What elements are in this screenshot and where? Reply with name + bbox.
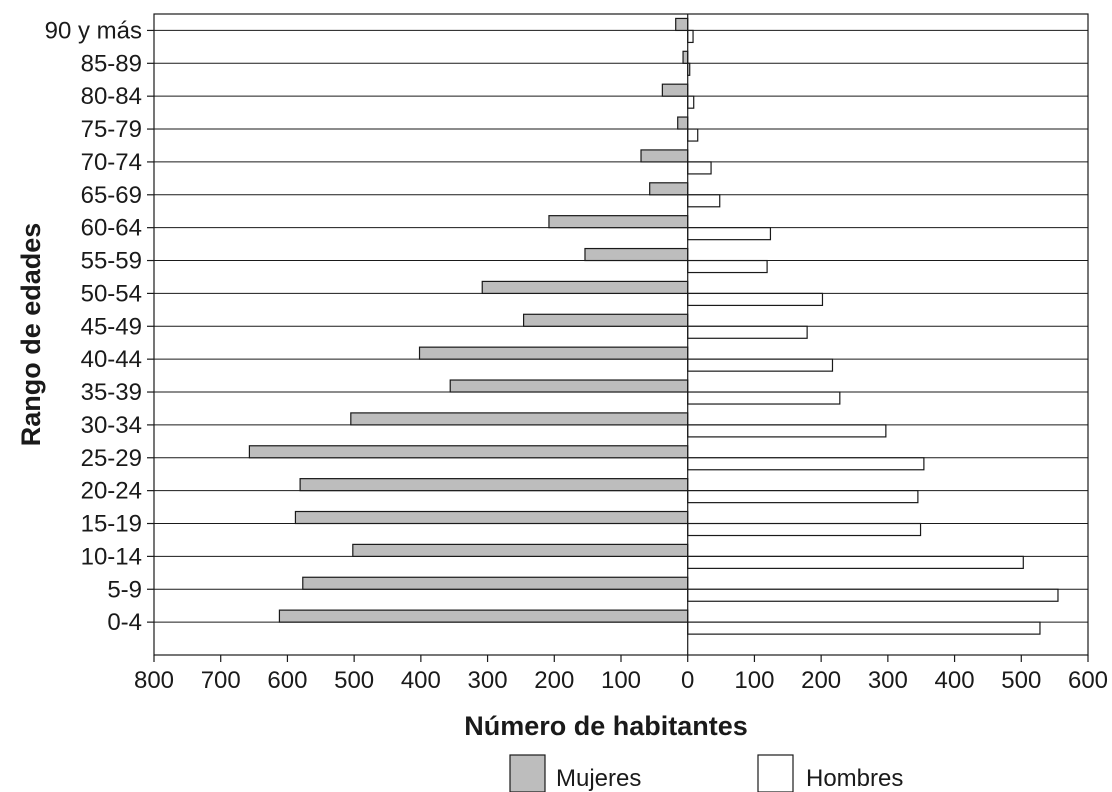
y-tick-label-75-79: 75-79 [81,116,142,143]
y-tick-label-10-14: 10-14 [81,543,142,570]
x-tick-label: 600 [1068,667,1108,694]
x-tick-label: 100 [734,667,774,694]
x-tick-label: 100 [601,667,641,694]
x-tick-label: 500 [334,667,374,694]
y-tick-label-85-89: 85-89 [81,50,142,77]
bar-hombres-35-39 [687,391,841,405]
bar-hombres-45-49 [687,325,808,339]
bar-hombres-90-y-mas [687,29,694,44]
x-axis-title: Número de habitantes [464,711,748,741]
bar-mujeres-50-54 [481,280,689,295]
y-tick-label-15-19: 15-19 [81,511,142,538]
bar-hombres-15-19 [687,522,922,537]
y-tick-label-30-34: 30-34 [81,412,142,439]
x-tick-label: 400 [935,667,975,694]
y-tick-label-20-24: 20-24 [81,478,142,505]
y-tick-label-40-44: 40-44 [81,346,142,373]
bar-hombres-25-29 [687,457,925,471]
x-tick-label: 400 [401,667,441,694]
bar-hombres-50-54 [687,292,824,307]
bar-hombres-40-44 [687,358,834,372]
bar-mujeres-25-29 [248,445,689,459]
bar-hombres-10-14 [687,555,1024,569]
bar-mujeres-35-39 [449,379,689,393]
bar-hombres-55-59 [687,259,768,274]
y-tick-label-0-4: 0-4 [107,609,142,636]
bar-mujeres-30-34 [350,412,689,426]
bar-hombres-75-79 [687,128,699,142]
x-tick-label: 600 [267,667,307,694]
bar-mujeres-40-44 [418,346,689,360]
bar-mujeres-0-4 [278,609,689,623]
y-tick-label-70-74: 70-74 [81,149,142,176]
x-tick-label: 300 [868,667,908,694]
legend-label-mujeres: Mujeres [556,765,641,792]
bar-hombres-0-4 [687,621,1041,635]
y-tick-label-60-64: 60-64 [81,215,142,242]
legend-swatch-mujeres [509,754,546,792]
bar-mujeres-75-79 [677,116,689,130]
bar-hombres-20-24 [687,490,919,504]
x-tick-label: 0 [681,667,694,694]
x-tick-label: 700 [201,667,241,694]
x-tick-label: 500 [1001,667,1041,694]
bar-hombres-80-84 [687,95,695,109]
bar-mujeres-65-69 [649,182,689,196]
bar-mujeres-5-9 [302,576,689,590]
bar-hombres-70-74 [687,161,712,175]
bar-mujeres-10-14 [352,543,689,557]
legend: Mujeres Hombres [509,754,903,792]
bar-mujeres-80-84 [661,83,689,97]
x-tick-label: 800 [134,667,174,694]
y-tick-label-90-y-mas: 90 y más [45,17,142,44]
y-tick-label-35-39: 35-39 [81,379,142,406]
bar-mujeres-90-y-mas [675,17,689,32]
y-tick-label-25-29: 25-29 [81,445,142,472]
legend-swatch-hombres [757,754,794,792]
y-tick-label-65-69: 65-69 [81,182,142,209]
bar-mujeres-45-49 [522,313,689,327]
y-tick-label-80-84: 80-84 [81,83,142,110]
y-tick-label-45-49: 45-49 [81,313,142,340]
bar-hombres-30-34 [687,424,887,438]
bar-mujeres-15-19 [294,510,689,525]
bar-mujeres-20-24 [299,478,689,492]
x-tick-label: 200 [801,667,841,694]
legend-label-hombres: Hombres [806,765,903,792]
bar-mujeres-60-64 [548,215,689,229]
x-axis-ticks: 800 700 600 500 400 300 200 100 0 100 200 300 400 500… [134,655,1108,694]
bar-hombres-5-9 [687,588,1059,602]
bar-mujeres-55-59 [584,247,689,262]
y-axis-title: Rango de edades [16,223,46,447]
y-axis-ticks: 0-4 5-9 10-14 15-19 20-24 25-29 30-34 35-39 40-4… [45,17,154,636]
bar-mujeres-70-74 [640,149,689,163]
x-tick-label: 300 [468,667,508,694]
y-tick-label-55-59: 55-59 [81,248,142,275]
bar-hombres-60-64 [687,227,772,241]
bars [248,17,1059,635]
y-tick-label-50-54: 50-54 [81,280,142,307]
y-tick-label-5-9: 5-9 [107,576,142,603]
x-tick-label: 200 [534,667,574,694]
bar-hombres-65-69 [687,194,721,208]
bar-mujeres-85-89 [682,50,689,64]
